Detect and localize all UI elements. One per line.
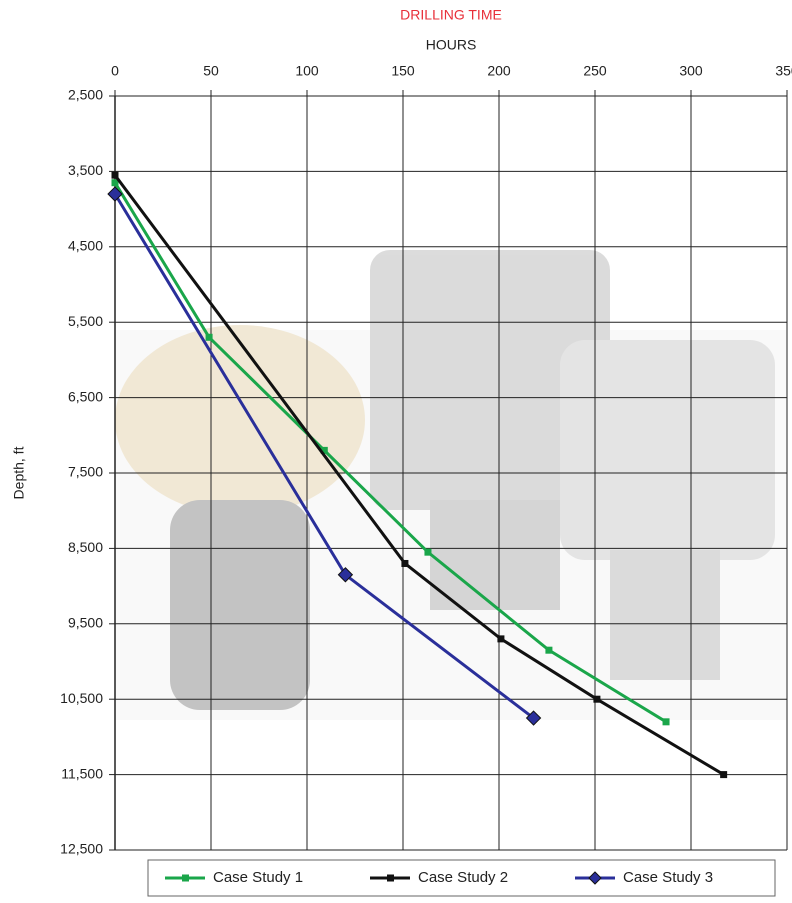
chart-title: DRILLING TIME: [400, 7, 502, 23]
y-tick-label: 9,500: [68, 615, 103, 631]
legend-marker: [387, 875, 394, 882]
data-point: [401, 560, 408, 567]
y-tick-label: 8,500: [68, 539, 103, 555]
data-point: [663, 718, 670, 725]
background-illustration: [115, 250, 787, 720]
data-point: [112, 172, 119, 179]
x-tick-label: 0: [111, 63, 119, 79]
data-point: [206, 334, 213, 341]
legend-label: Case Study 3: [623, 869, 713, 886]
x-tick-label: 50: [203, 63, 219, 79]
x-tick-label: 300: [679, 63, 703, 79]
x-tick-label: 200: [487, 63, 511, 79]
legend-marker: [182, 875, 189, 882]
y-axis-label: Depth, ft: [11, 446, 27, 499]
y-tick-label: 11,500: [61, 765, 103, 781]
legend-label: Case Study 1: [213, 869, 303, 886]
data-point: [593, 696, 600, 703]
y-tick-label: 12,500: [60, 841, 103, 857]
data-point: [424, 549, 431, 556]
chart: DRILLING TIME HOURS Depth, ft 0 50 100 150 2…: [0, 0, 792, 898]
x-tick-label: 250: [583, 63, 607, 79]
y-tick-label: 7,500: [68, 464, 103, 480]
y-tick-label: 3,500: [68, 162, 103, 178]
x-tick-label: 150: [391, 63, 415, 79]
y-tick-label: 4,500: [68, 238, 103, 254]
data-point: [497, 635, 504, 642]
legend-label: Case Study 2: [418, 869, 508, 886]
x-tick-label: 100: [295, 63, 319, 79]
y-tick-label: 6,500: [68, 388, 103, 404]
y-tick-label: 10,500: [60, 690, 103, 706]
y-tick-label: 5,500: [68, 313, 103, 329]
data-point: [720, 771, 727, 778]
x-tick-label: 350: [775, 63, 792, 79]
y-tick-label: 2,500: [68, 87, 103, 103]
x-axis-label: HOURS: [426, 37, 477, 53]
data-point: [545, 647, 552, 654]
